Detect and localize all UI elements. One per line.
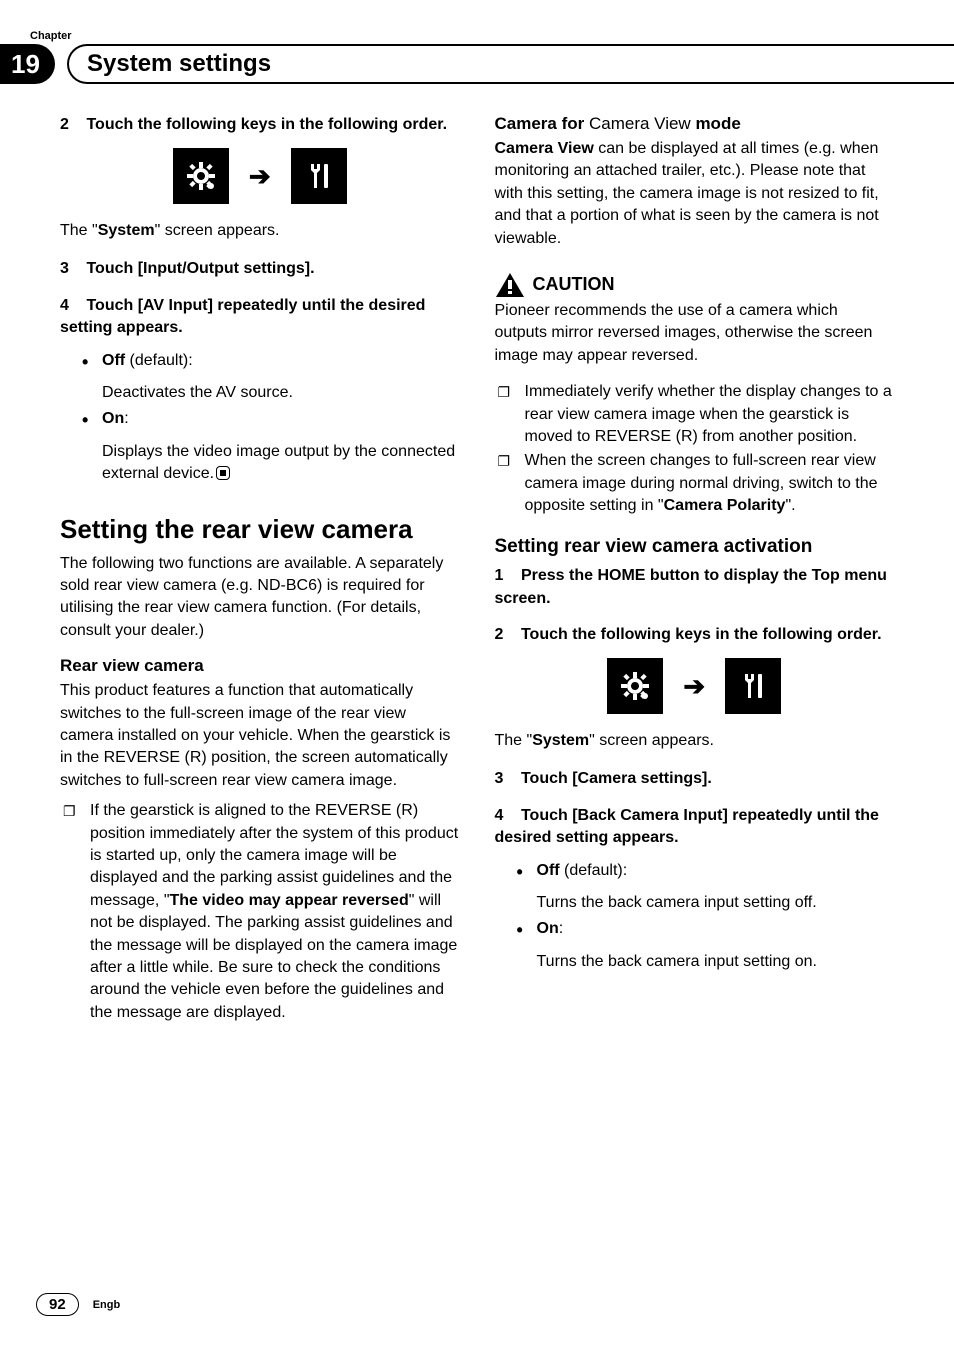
option-on: On: bbox=[495, 918, 895, 940]
note-item: If the gearstick is aligned to the REVER… bbox=[60, 800, 460, 1024]
caution-header: CAUTION bbox=[495, 272, 895, 298]
text: ". bbox=[785, 497, 795, 514]
option-label: Off bbox=[537, 862, 560, 879]
header-title-wrap: System settings bbox=[67, 44, 954, 84]
text: mode bbox=[691, 114, 741, 133]
wrench-tools-icon bbox=[725, 658, 781, 714]
subheading-camera-view-mode: Camera for Camera View mode bbox=[495, 114, 895, 134]
text-bold: System bbox=[532, 732, 589, 749]
arrow-right-icon: ➔ bbox=[683, 671, 705, 702]
option-off-desc: Deactivates the AV source. bbox=[60, 382, 460, 404]
option-label: On bbox=[537, 920, 559, 937]
text-bold: System bbox=[98, 222, 155, 239]
text-bold: The video may appear reversed bbox=[170, 892, 409, 909]
step-text: Touch [AV Input] repeatedly until the de… bbox=[60, 297, 425, 336]
settings-gear-icon bbox=[607, 658, 663, 714]
language-code: Engb bbox=[93, 1299, 121, 1311]
caution-notes: Immediately verify whether the display c… bbox=[495, 381, 895, 517]
heading-activation: Setting rear view camera activation bbox=[495, 535, 895, 559]
note-item: Immediately verify whether the display c… bbox=[495, 381, 895, 448]
step-number: 1 bbox=[495, 565, 517, 587]
option-off: Off (default): bbox=[60, 350, 460, 372]
chapter-label: Chapter bbox=[30, 30, 894, 42]
step-4: 4 Touch [Back Camera Input] repeatedly u… bbox=[495, 805, 895, 850]
step-2: 2 Touch the following keys in the follow… bbox=[495, 624, 895, 646]
screen-appears-text: The "System" screen appears. bbox=[60, 222, 460, 240]
step-number: 2 bbox=[495, 624, 517, 646]
chapter-number-badge: 19 bbox=[0, 44, 55, 84]
screen-appears-text: The "System" screen appears. bbox=[495, 732, 895, 750]
step-text: Touch [Back Camera Input] repeatedly unt… bbox=[495, 807, 879, 846]
text: Displays the video image output by the c… bbox=[102, 443, 455, 482]
arrow-right-icon: ➔ bbox=[249, 161, 271, 192]
icon-sequence: ➔ bbox=[60, 148, 460, 204]
option-suffix: (default): bbox=[125, 352, 193, 369]
end-mark-icon bbox=[216, 466, 230, 480]
caution-triangle-icon bbox=[495, 272, 525, 298]
step-number: 3 bbox=[495, 768, 517, 790]
back-camera-options-2: On: bbox=[495, 918, 895, 940]
text-bold: Camera Polarity bbox=[664, 497, 786, 514]
av-input-options: Off (default): bbox=[60, 350, 460, 372]
step-number: 4 bbox=[60, 295, 82, 317]
step-3: 3 Touch [Camera settings]. bbox=[495, 768, 895, 790]
settings-gear-icon bbox=[173, 148, 229, 204]
option-off: Off (default): bbox=[495, 860, 895, 882]
step-2: 2 Touch the following keys in the follow… bbox=[60, 114, 460, 136]
wrench-tools-icon bbox=[291, 148, 347, 204]
camera-view-desc: Camera View can be displayed at all time… bbox=[495, 138, 895, 250]
step-text: Touch [Camera settings]. bbox=[521, 770, 712, 787]
option-on-desc: Turns the back camera input setting on. bbox=[495, 951, 895, 973]
heading-rear-view: Setting the rear view camera bbox=[60, 514, 460, 545]
option-off-desc: Turns the back camera input setting off. bbox=[495, 892, 895, 914]
left-column: 2 Touch the following keys in the follow… bbox=[60, 114, 460, 1026]
step-number: 4 bbox=[495, 805, 517, 827]
back-camera-options: Off (default): bbox=[495, 860, 895, 882]
note-item: When the screen changes to full-screen r… bbox=[495, 450, 895, 517]
text-bold: Camera View bbox=[495, 140, 594, 157]
option-suffix: : bbox=[124, 410, 128, 427]
rear-view-notes: If the gearstick is aligned to the REVER… bbox=[60, 800, 460, 1024]
text: " screen appears. bbox=[589, 732, 714, 749]
step-3: 3 Touch [Input/Output settings]. bbox=[60, 258, 460, 280]
text-mid: Camera View bbox=[589, 114, 691, 133]
step-number: 3 bbox=[60, 258, 82, 280]
option-label: On bbox=[102, 410, 124, 427]
step-text: Touch [Input/Output settings]. bbox=[86, 260, 314, 277]
step-text: Touch the following keys in the followin… bbox=[521, 626, 882, 643]
text: " will not be displayed. The parking ass… bbox=[90, 892, 457, 1021]
subheading-rear-view-camera: Rear view camera bbox=[60, 656, 460, 676]
text: " screen appears. bbox=[155, 222, 280, 239]
text: Camera for bbox=[495, 114, 589, 133]
option-on-desc: Displays the video image output by the c… bbox=[60, 441, 460, 486]
step-text: Press the HOME button to display the Top… bbox=[495, 567, 887, 606]
text: The " bbox=[495, 732, 533, 749]
option-label: Off bbox=[102, 352, 125, 369]
option-suffix: : bbox=[559, 920, 563, 937]
step-text: Touch the following keys in the followin… bbox=[86, 116, 447, 133]
step-number: 2 bbox=[60, 114, 82, 136]
option-on: On: bbox=[60, 408, 460, 430]
chapter-header: 19 System settings bbox=[0, 44, 954, 84]
step-1: 1 Press the HOME button to display the T… bbox=[495, 565, 895, 610]
step-4: 4 Touch [AV Input] repeatedly until the … bbox=[60, 295, 460, 340]
rear-view-desc: This product features a function that au… bbox=[60, 680, 460, 792]
caution-desc: Pioneer recommends the use of a camera w… bbox=[495, 300, 895, 367]
av-input-options-2: On: bbox=[60, 408, 460, 430]
text: The " bbox=[60, 222, 98, 239]
icon-sequence: ➔ bbox=[495, 658, 895, 714]
option-suffix: (default): bbox=[560, 862, 628, 879]
right-column: Camera for Camera View mode Camera View … bbox=[495, 114, 895, 1026]
page-number: 92 bbox=[36, 1293, 79, 1316]
footer: 92 Engb bbox=[36, 1293, 120, 1316]
page-title: System settings bbox=[87, 50, 271, 78]
caution-label: CAUTION bbox=[533, 274, 615, 295]
rear-view-intro: The following two functions are availabl… bbox=[60, 553, 460, 643]
